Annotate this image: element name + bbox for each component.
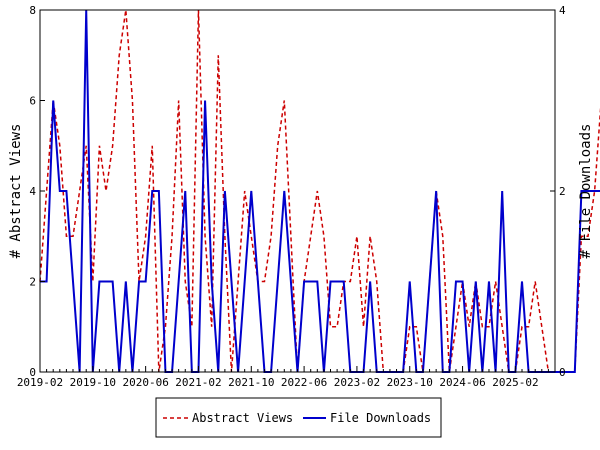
x-tick-label: 2025-02 [492,376,538,389]
y-left-tick-label: 0 [29,366,36,379]
legend-label-abstract-views: Abstract Views [192,411,293,425]
x-tick-label: 2023-02 [334,376,380,389]
y-left-tick-label: 6 [29,95,36,108]
y-left-tick-label: 8 [29,4,36,17]
right-axis-title: # File Downloads [578,124,594,259]
y-right-tick-label: 0 [559,366,566,379]
y-left-tick-label: 2 [29,276,36,289]
legend-box [155,397,442,438]
plot-lines [39,9,600,373]
x-tick-label: 2019-02 [17,376,63,389]
left-axis-title: # Abstract Views [8,124,24,259]
y-left-tick-label: 4 [29,185,36,198]
x-tick-label: 2019-10 [70,376,116,389]
x-tick-label: 2021-10 [228,376,274,389]
x-tick-label: 2023-10 [387,376,433,389]
series-line-abstract-views [39,9,600,373]
x-tick-label: 2020-06 [122,376,168,389]
y-right-tick-label: 4 [559,4,566,17]
axes: 2019-02 2019-10 2020-06 2021-02 2021-10 2022-… [17,4,566,389]
x-tick-label: 2021-02 [175,376,221,389]
x-tick-label: 2022-06 [281,376,327,389]
legend: Abstract Views File Downloads [155,397,442,438]
x-tick-label: 2024-06 [439,376,485,389]
y-right-tick-label: 2 [559,185,566,198]
series-line-file-downloads [40,9,600,373]
legend-label-file-downloads: File Downloads [330,411,431,425]
